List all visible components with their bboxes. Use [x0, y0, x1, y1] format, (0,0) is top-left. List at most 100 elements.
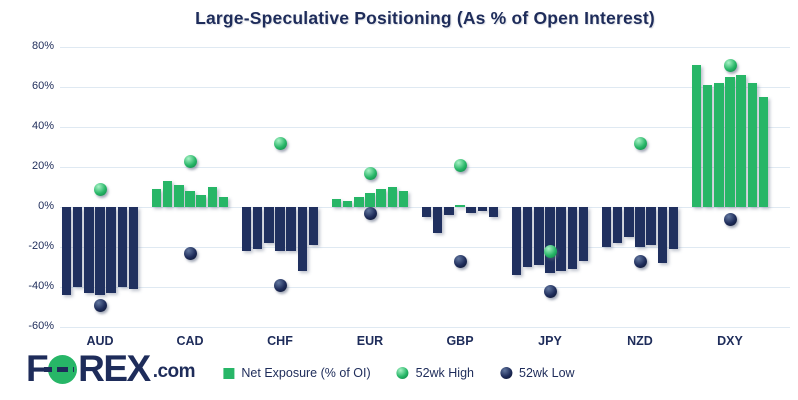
y-axis-tick-label: -20%	[28, 240, 54, 252]
x-axis-label-NZD: NZD	[627, 334, 653, 348]
net-exposure-bar-GBP-5	[466, 207, 476, 213]
y-axis-tick-label: 60%	[31, 80, 54, 92]
net-exposure-bar-CAD-1	[151, 189, 162, 207]
52wk-high-dot-EUR	[363, 166, 377, 180]
gridline-80%	[60, 47, 790, 48]
52wk-high-dot-CHF	[273, 136, 287, 150]
net-exposure-bar-JPY-6	[567, 207, 577, 269]
y-axis-tick-label: 0%	[38, 200, 54, 212]
net-exposure-bar-AUD-4	[95, 207, 105, 295]
net-exposure-bar-CAD-5	[196, 195, 206, 207]
y-axis-tick-label: 80%	[31, 40, 54, 52]
logo-o-icon	[44, 354, 78, 384]
net-exposure-bar-EUR-6	[387, 187, 397, 207]
net-exposure-bar-AUD-6	[117, 207, 127, 287]
net-exposure-bar-EUR-1	[331, 199, 342, 207]
52wk-low-dot-GBP	[453, 254, 467, 268]
net-exposure-bar-GBP-4	[455, 205, 465, 207]
net-exposure-bar-DXY-7	[758, 97, 769, 207]
net-exposure-bar-JPY-5	[556, 207, 566, 271]
52wk-low-dot-CHF	[273, 278, 287, 292]
net-exposure-bar-GBP-2	[432, 207, 443, 233]
net-exposure-bar-NZD-4	[635, 207, 645, 247]
52wk-low-dot-NZD	[633, 254, 647, 268]
y-axis-tick-label: -60%	[28, 320, 54, 332]
plot-area	[60, 47, 790, 328]
logo-o-tick-left	[52, 366, 58, 372]
52wk-low-dot-DXY	[723, 212, 737, 226]
gridline--20%	[60, 247, 790, 248]
net-exposure-bar-AUD-3	[84, 207, 94, 293]
forex-logo: F REX .com	[26, 348, 196, 389]
net-exposure-bar-DXY-1	[691, 65, 702, 207]
52wk-high-dot-DXY	[723, 58, 737, 72]
net-exposure-bar-CHF-3	[264, 207, 274, 243]
52wk-low-dot-JPY	[543, 284, 557, 298]
net-exposure-bar-NZD-7	[668, 207, 679, 249]
net-exposure-bar-AUD-5	[106, 207, 116, 293]
net-exposure-bar-CHF-1	[241, 207, 252, 251]
net-exposure-bar-JPY-3	[534, 207, 544, 265]
net-exposure-bar-EUR-2	[342, 201, 353, 207]
gridline-20%	[60, 167, 790, 168]
y-axis-tick-label: 20%	[31, 160, 54, 172]
x-axis-label-EUR: EUR	[356, 334, 384, 348]
legend-label-net-exposure: Net Exposure (% of OI)	[241, 366, 371, 380]
net-exposure-bar-JPY-2	[522, 207, 533, 267]
net-exposure-bar-CAD-2	[162, 181, 173, 207]
net-exposure-bar-NZD-5	[646, 207, 656, 245]
net-exposure-bar-DXY-5	[736, 75, 746, 207]
net-exposure-bar-GBP-3	[444, 207, 454, 215]
net-exposure-bar-NZD-1	[601, 207, 612, 247]
legend-item-52wk-low: 52wk Low	[500, 366, 575, 380]
net-exposure-bar-GBP-1	[421, 207, 432, 217]
net-exposure-bar-DXY-3	[714, 83, 724, 207]
net-exposure-bar-GBP-7	[488, 207, 499, 217]
legend-item-net-exposure: Net Exposure (% of OI)	[223, 366, 371, 380]
gridline--40%	[60, 287, 790, 288]
net-exposure-bar-CAD-6	[207, 187, 217, 207]
x-axis-label-JPY: JPY	[538, 334, 562, 348]
net-exposure-bar-GBP-6	[477, 207, 487, 211]
net-exposure-bar-AUD-2	[72, 207, 83, 287]
net-exposure-bar-NZD-3	[624, 207, 634, 237]
logo-text-rex: REX	[78, 348, 151, 389]
legend: Net Exposure (% of OI) 52wk High 52wk Lo…	[223, 366, 575, 380]
net-exposure-bar-AUD-7	[128, 207, 139, 289]
net-exposure-bar-EUR-3	[354, 197, 364, 207]
legend-label-52wk-low: 52wk Low	[519, 366, 575, 380]
gridline--60%	[60, 327, 790, 328]
legend-label-52wk-high: 52wk High	[415, 366, 474, 380]
net-exposure-bar-EUR-7	[398, 191, 409, 207]
net-exposure-bar-NZD-6	[657, 207, 667, 263]
net-exposure-bar-JPY-7	[578, 207, 589, 261]
net-exposure-bar-NZD-2	[612, 207, 623, 243]
gridline-60%	[60, 87, 790, 88]
52wk-high-dot-GBP	[453, 158, 467, 172]
net-exposure-bar-CHF-5	[286, 207, 296, 251]
x-axis-label-GBP: GBP	[446, 334, 474, 348]
x-axis-label-DXY: DXY	[717, 334, 743, 348]
net-exposure-bar-JPY-1	[511, 207, 522, 275]
net-exposure-bar-CHF-4	[275, 207, 285, 251]
net-exposure-bar-AUD-1	[61, 207, 72, 295]
net-exposure-bar-DXY-4	[725, 77, 735, 207]
gridline-40%	[60, 127, 790, 128]
net-exposure-bar-CHF-7	[308, 207, 319, 245]
net-exposure-bar-DXY-6	[747, 83, 757, 207]
net-exposure-bar-CHF-6	[297, 207, 307, 271]
logo-o-crossbar	[44, 366, 75, 372]
52wk-high-dot-CAD	[183, 154, 197, 168]
logo-o-tick-right	[68, 366, 74, 372]
x-axis-label-AUD: AUD	[86, 334, 114, 348]
logo-text-com: .com	[152, 361, 196, 382]
net-exposure-bar-CAD-3	[174, 185, 184, 207]
y-axis-tick-label: -40%	[28, 280, 54, 292]
52wk-high-dot-icon	[396, 367, 409, 379]
52wk-low-dot-AUD	[93, 298, 107, 312]
net-exposure-bar-EUR-4	[365, 193, 375, 207]
net-exposure-bar-DXY-2	[702, 85, 713, 207]
net-exposure-square-icon	[223, 367, 235, 379]
52wk-low-dot-icon	[500, 367, 512, 379]
legend-item-52wk-high: 52wk High	[396, 366, 474, 380]
